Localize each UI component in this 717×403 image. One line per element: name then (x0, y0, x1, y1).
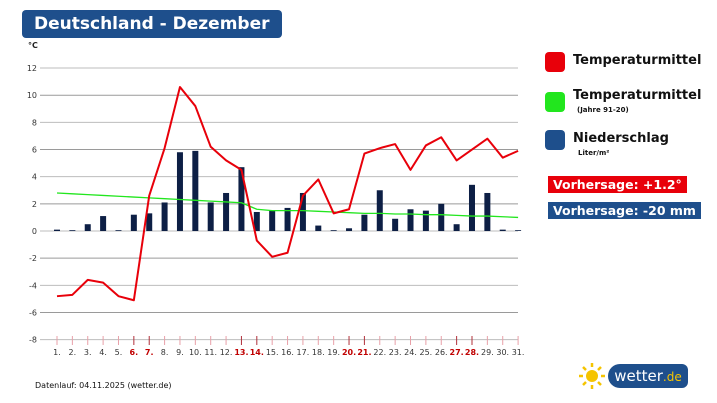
precipitation-bar (238, 167, 245, 231)
precipitation-bar (54, 229, 60, 231)
forecast-temperature-badge: Vorhersage: +1.2° (548, 176, 687, 193)
forecast-precipitation-badge: Vorhersage: -20 mm (548, 202, 701, 219)
logo-wordmark: wetter.de (608, 364, 688, 388)
y-tick-label: 2 (32, 200, 37, 209)
precipitation-bar (392, 218, 399, 231)
precipitation-bar (299, 192, 306, 231)
precipitation-bar (69, 230, 76, 231)
x-tick-label: 10. (189, 348, 202, 357)
x-tick-label: 6. (130, 348, 139, 357)
temperature-normal-line (56, 192, 519, 219)
precipitation-bar (330, 230, 337, 231)
x-tick-label: 20. (342, 348, 356, 357)
legend-swatch (545, 92, 565, 112)
precipitation-bar (468, 184, 475, 231)
x-tick-label: 25. (420, 348, 433, 357)
x-tick-label: 5. (115, 348, 123, 357)
y-tick-label: 12 (27, 64, 37, 73)
precipitation-bar (115, 230, 122, 231)
precipitation-bar (253, 211, 260, 231)
logo-suffix: .de (662, 370, 682, 384)
x-tick-label: 28. (465, 348, 479, 357)
precipitation-bar (223, 192, 230, 231)
data-run-footer: Datenlauf: 04.11.2025 (wetter.de) (35, 381, 172, 390)
x-tick-label: 22. (373, 348, 386, 357)
x-tick-label: 13. (234, 348, 248, 357)
y-tick-label: -2 (29, 254, 37, 263)
precipitation-bar (438, 203, 445, 231)
x-tick-label: 7. (145, 348, 154, 357)
precipitation-bar (453, 224, 460, 231)
x-tick-label: 8. (161, 348, 169, 357)
x-tick-label: 16. (281, 348, 294, 357)
precipitation-bar (315, 225, 322, 231)
legend-label: Temperaturmittel (573, 88, 702, 103)
x-tick-label: 30. (496, 348, 509, 357)
x-tick-label: 18. (312, 348, 325, 357)
precipitation-bar (284, 207, 291, 231)
precipitation-bar (192, 150, 199, 231)
x-tick-label: 1. (53, 348, 61, 357)
x-tick-label: 4. (99, 348, 107, 357)
x-tick-label: 29. (481, 348, 494, 357)
y-axis-unit: °C (28, 41, 38, 50)
x-tick-label: 31. (512, 348, 525, 357)
precipitation-bar (515, 230, 522, 231)
x-tick-label: 3. (84, 348, 92, 357)
x-tick-label: 27. (450, 348, 464, 357)
x-tick-label: 17. (297, 348, 310, 357)
x-tick-label: 2. (69, 348, 77, 357)
x-tick-label: 11. (204, 348, 217, 357)
x-tick-label: 9. (176, 348, 184, 357)
legend-sublabel: Liter/m² (578, 149, 610, 157)
temperature-line (56, 86, 519, 302)
precipitation-bar (376, 190, 383, 231)
x-tick-label: 12. (220, 348, 233, 357)
x-tick-label: 14. (250, 348, 264, 357)
precipitation-bar (100, 216, 107, 231)
precipitation-bar (346, 228, 353, 231)
legend-swatch (545, 52, 565, 72)
precipitation-bar (422, 210, 429, 231)
precipitation-bar (207, 202, 214, 231)
precipitation-bar (407, 209, 414, 231)
precipitation-bar (146, 213, 153, 231)
x-tick-label: 24. (404, 348, 417, 357)
wetter-logo: wetter.de (578, 362, 690, 390)
legend-sublabel: (Jahre 91-20) (577, 106, 629, 114)
y-tick-label: 4 (32, 173, 37, 182)
y-tick-label: 6 (32, 146, 37, 155)
precipitation-bar (269, 210, 276, 231)
precipitation-bar (84, 224, 91, 231)
x-tick-label: 21. (357, 348, 371, 357)
x-tick-label: 26. (435, 348, 448, 357)
x-tick-label: 19. (327, 348, 340, 357)
precipitation-bar (361, 214, 368, 231)
legend-swatch (545, 130, 565, 150)
y-tick-label: 0 (32, 227, 37, 236)
precipitation-bar (176, 152, 183, 231)
logo-main: wetter (614, 367, 663, 385)
precipitation-bar (161, 202, 168, 231)
y-tick-label: -8 (29, 336, 37, 345)
chart-title: Deutschland - Dezember (22, 10, 282, 38)
y-tick-label: -6 (29, 308, 37, 317)
legend-label: Temperaturmittel (573, 53, 702, 68)
legend-label: Niederschlag (573, 131, 669, 146)
precipitation-bar (499, 229, 506, 231)
precipitation-bar (484, 192, 491, 231)
x-tick-label: 23. (389, 348, 402, 357)
y-tick-label: 8 (32, 118, 37, 127)
precipitation-bar (130, 214, 137, 231)
y-tick-label: -4 (29, 281, 37, 290)
x-tick-label: 15. (266, 348, 279, 357)
y-tick-label: 10 (27, 91, 37, 100)
sun-icon (579, 363, 605, 389)
